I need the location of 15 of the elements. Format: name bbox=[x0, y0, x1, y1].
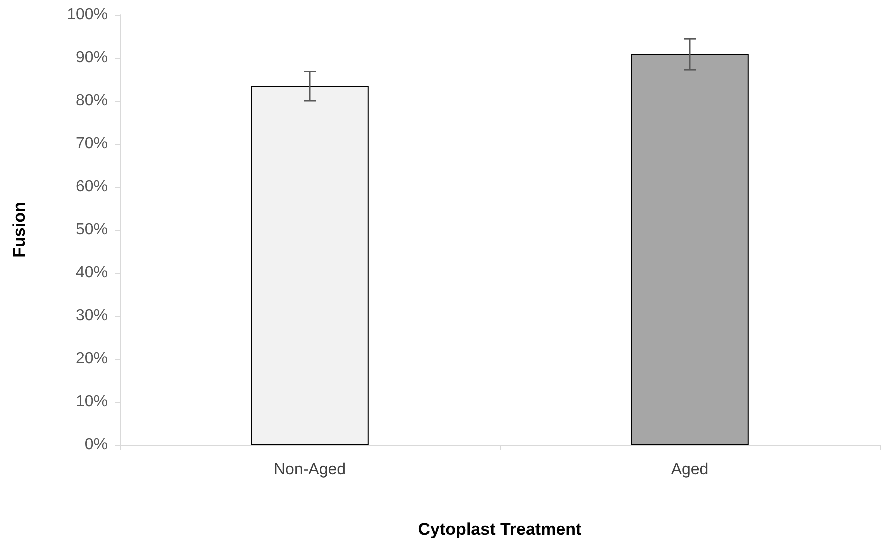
x-tick-label: Aged bbox=[671, 462, 709, 478]
y-tick-label: 100% bbox=[67, 6, 108, 24]
y-tick-label: 90% bbox=[76, 50, 108, 66]
y-tick-label: 10% bbox=[76, 394, 108, 410]
y-tick-label: 60% bbox=[76, 178, 108, 196]
y-tick-label: 0% bbox=[84, 436, 108, 454]
y-tick-label: 40% bbox=[76, 264, 108, 282]
y-tick-label: 20% bbox=[76, 350, 108, 368]
y-tick-label: 30% bbox=[76, 308, 108, 324]
y-tick-label: 70% bbox=[76, 136, 108, 152]
y-tick-label: 50% bbox=[76, 222, 108, 238]
x-axis-title: Cytoplast Treatment bbox=[418, 520, 582, 539]
y-axis-title: Fusion bbox=[10, 202, 29, 258]
y-tick-label: 80% bbox=[76, 92, 108, 110]
x-tick-label: Non-Aged bbox=[274, 462, 346, 478]
